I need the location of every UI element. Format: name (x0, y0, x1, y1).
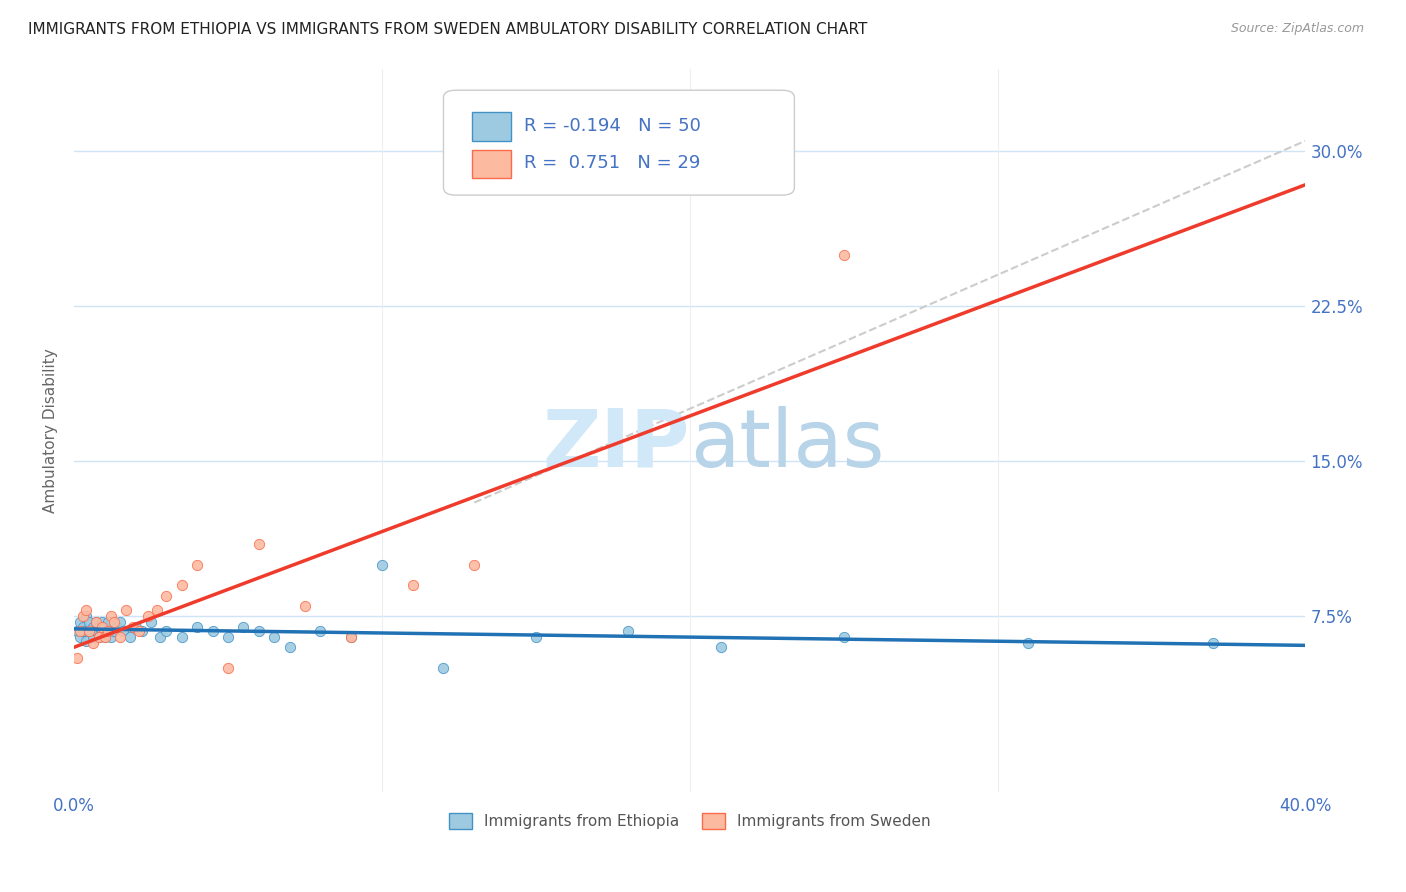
Point (371, 558, 394, 572)
Point (128, 624, 150, 638)
Point (94, 630, 117, 644)
Point (340, 630, 363, 644)
Y-axis label: Ambulatory Disability: Ambulatory Disability (44, 348, 58, 513)
Point (294, 599, 316, 613)
Point (84, 615, 107, 630)
Point (66, 624, 89, 638)
Point (139, 615, 162, 630)
Point (97, 624, 120, 638)
Point (1202, 636, 1225, 650)
Point (84, 615, 107, 630)
Point (170, 578, 193, 592)
Point (105, 619, 128, 633)
Point (66, 650, 89, 665)
Point (75, 603, 97, 617)
Legend: Immigrants from Ethiopia, Immigrants from Sweden: Immigrants from Ethiopia, Immigrants fro… (443, 806, 936, 835)
Point (118, 630, 141, 644)
Point (247, 624, 270, 638)
Point (90, 615, 112, 630)
Point (90, 624, 112, 638)
Point (94, 630, 117, 644)
Point (79, 624, 101, 638)
Point (131, 624, 153, 638)
Point (87, 630, 110, 644)
Point (155, 589, 177, 603)
Point (617, 624, 640, 638)
Text: atlas: atlas (690, 406, 884, 483)
FancyBboxPatch shape (472, 150, 512, 178)
Point (217, 630, 239, 644)
Point (186, 619, 208, 633)
Point (463, 558, 485, 572)
Point (82, 636, 104, 650)
Point (432, 661, 454, 675)
Point (309, 624, 332, 638)
Point (82, 619, 104, 633)
Point (115, 603, 138, 617)
Point (100, 609, 122, 624)
Point (263, 630, 285, 644)
Point (155, 624, 177, 638)
Text: R =  0.751   N = 29: R = 0.751 N = 29 (523, 154, 700, 172)
Point (100, 630, 122, 644)
FancyBboxPatch shape (472, 112, 512, 141)
Point (87, 619, 110, 633)
Text: R = -0.194   N = 50: R = -0.194 N = 50 (523, 117, 700, 135)
FancyBboxPatch shape (443, 90, 794, 195)
Point (84, 624, 107, 638)
Point (110, 615, 132, 630)
Point (832, 247, 855, 261)
Point (97, 624, 120, 638)
Point (112, 624, 135, 638)
Point (69, 615, 91, 630)
Point (69, 624, 91, 638)
Point (69, 630, 91, 644)
Point (75, 634, 97, 648)
Point (79, 624, 101, 638)
Point (1017, 636, 1039, 650)
Point (82, 630, 104, 644)
Point (340, 630, 363, 644)
Text: Source: ZipAtlas.com: Source: ZipAtlas.com (1230, 22, 1364, 36)
Point (72, 609, 94, 624)
Point (247, 537, 270, 551)
Text: ZIP: ZIP (543, 406, 690, 483)
Point (232, 619, 254, 633)
Point (87, 630, 110, 644)
Point (146, 603, 169, 617)
Point (217, 661, 239, 675)
Text: IMMIGRANTS FROM ETHIOPIA VS IMMIGRANTS FROM SWEDEN AMBULATORY DISABILITY CORRELA: IMMIGRANTS FROM ETHIOPIA VS IMMIGRANTS F… (28, 22, 868, 37)
Point (278, 640, 301, 655)
Point (79, 615, 101, 630)
Point (186, 558, 208, 572)
Point (149, 630, 172, 644)
Point (103, 624, 125, 638)
Point (124, 619, 146, 633)
Point (170, 630, 193, 644)
Point (402, 578, 425, 592)
Point (72, 624, 94, 638)
Point (110, 630, 132, 644)
Point (94, 619, 117, 633)
Point (72, 619, 94, 633)
Point (90, 619, 112, 633)
Point (524, 630, 547, 644)
Point (75, 609, 97, 624)
Point (121, 619, 143, 633)
Point (97, 615, 120, 630)
Point (201, 624, 224, 638)
Point (709, 640, 731, 655)
Point (832, 630, 855, 644)
Point (136, 609, 159, 624)
Point (103, 615, 125, 630)
